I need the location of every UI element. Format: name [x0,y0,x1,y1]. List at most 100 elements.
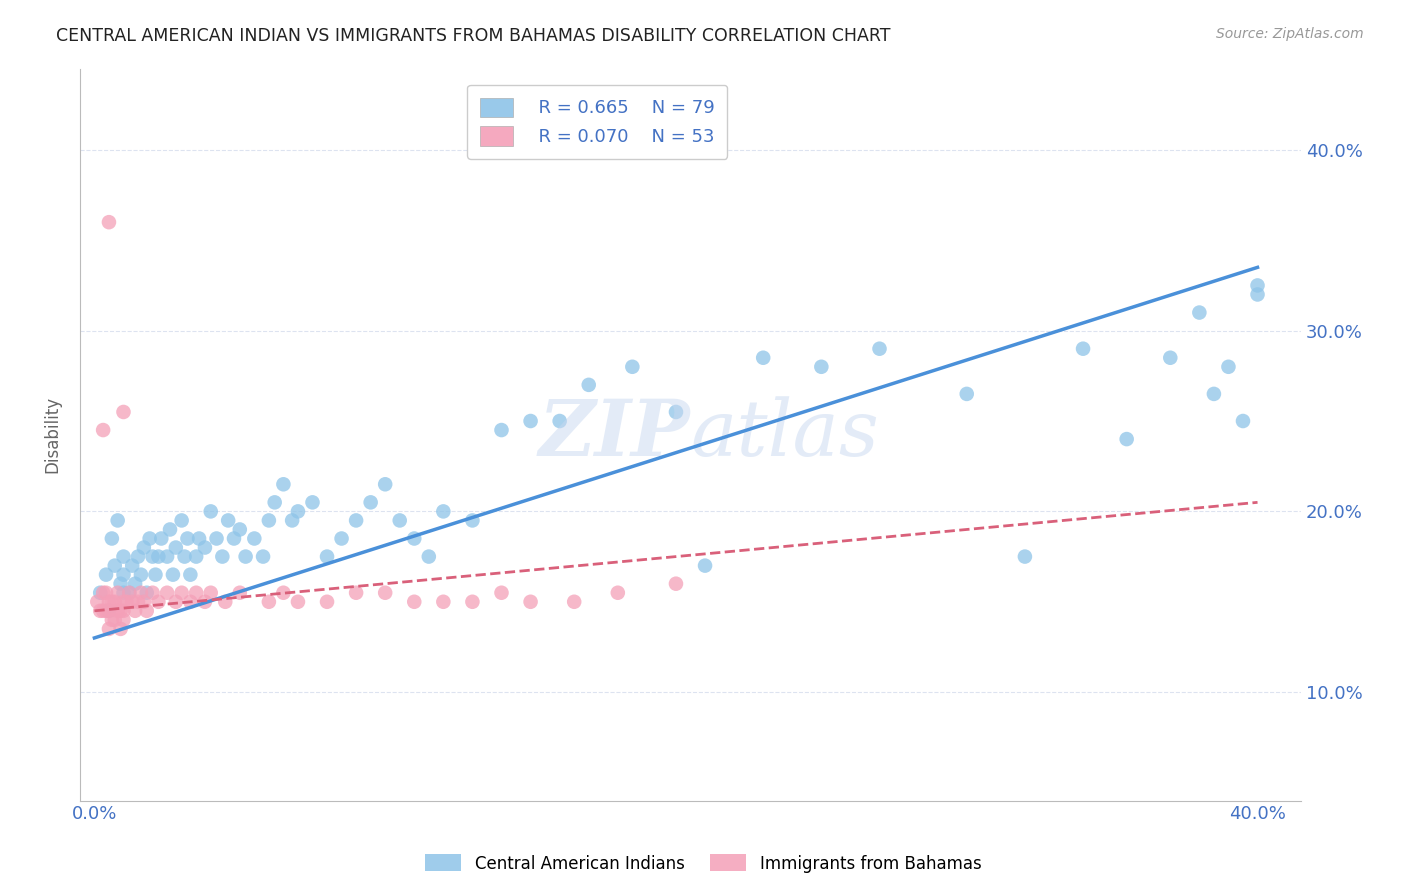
Point [1159,351,1181,365]
Point [121,595,143,609]
Point [110,604,132,618]
Point [97,595,120,609]
Point [173,549,195,564]
Point [432,595,454,609]
Point [229,523,252,537]
Point [548,414,571,428]
Point [432,504,454,518]
Point [1218,359,1240,374]
Point [112,586,135,600]
Point [330,532,353,546]
Point [257,595,280,609]
Point [211,549,233,564]
Point [104,613,127,627]
Point [162,567,184,582]
Point [97,622,120,636]
Point [1115,432,1137,446]
Point [148,595,170,609]
Point [97,604,120,618]
Point [693,558,716,573]
Point [374,586,396,600]
Point [110,622,132,636]
Point [112,613,135,627]
Point [170,513,193,527]
Point [200,586,222,600]
Point [118,586,141,600]
Point [112,567,135,582]
Point [112,595,135,609]
Point [165,541,187,555]
Point [316,549,339,564]
Point [235,549,257,564]
Legend: Central American Indians, Immigrants from Bahamas: Central American Indians, Immigrants fro… [418,847,988,880]
Point [156,549,179,564]
Point [222,532,245,546]
Point [1014,549,1036,564]
Point [159,523,181,537]
Point [110,576,132,591]
Point [129,586,152,600]
Y-axis label: Disability: Disability [44,396,60,473]
Point [118,586,141,600]
Point [752,351,775,365]
Point [374,477,396,491]
Point [217,513,239,527]
Point [461,513,484,527]
Point [956,387,979,401]
Point [104,595,127,609]
Point [418,549,440,564]
Point [112,549,135,564]
Point [301,495,323,509]
Point [127,595,149,609]
Point [156,586,179,600]
Point [287,504,309,518]
Point [344,586,367,600]
Point [127,549,149,564]
Point [170,586,193,600]
Point [89,604,111,618]
Point [1188,305,1211,319]
Point [194,541,217,555]
Point [104,558,127,573]
Point [179,567,201,582]
Legend:   R = 0.665    N = 79,   R = 0.070    N = 53: R = 0.665 N = 79, R = 0.070 N = 53 [467,85,727,159]
Point [121,558,143,573]
Point [461,595,484,609]
Point [1202,387,1225,401]
Point [165,595,187,609]
Point [135,586,157,600]
Point [606,586,628,600]
Point [142,549,165,564]
Text: atlas: atlas [690,396,879,473]
Point [135,604,157,618]
Point [107,586,129,600]
Point [273,477,295,491]
Point [263,495,285,509]
Point [124,604,146,618]
Point [97,215,120,229]
Text: CENTRAL AMERICAN INDIAN VS IMMIGRANTS FROM BAHAMAS DISABILITY CORRELATION CHART: CENTRAL AMERICAN INDIAN VS IMMIGRANTS FR… [56,27,891,45]
Point [94,604,117,618]
Point [132,541,155,555]
Point [91,604,114,618]
Point [101,532,124,546]
Point [665,405,688,419]
Point [491,423,513,437]
Point [404,595,426,609]
Point [1246,278,1268,293]
Point [252,549,274,564]
Text: ZIP: ZIP [538,396,690,473]
Point [132,595,155,609]
Point [404,532,426,546]
Point [129,567,152,582]
Point [142,586,165,600]
Point [150,532,173,546]
Point [107,604,129,618]
Point [1232,414,1254,428]
Point [562,595,585,609]
Point [94,567,117,582]
Point [810,359,832,374]
Point [115,595,138,609]
Point [388,513,411,527]
Point [519,414,541,428]
